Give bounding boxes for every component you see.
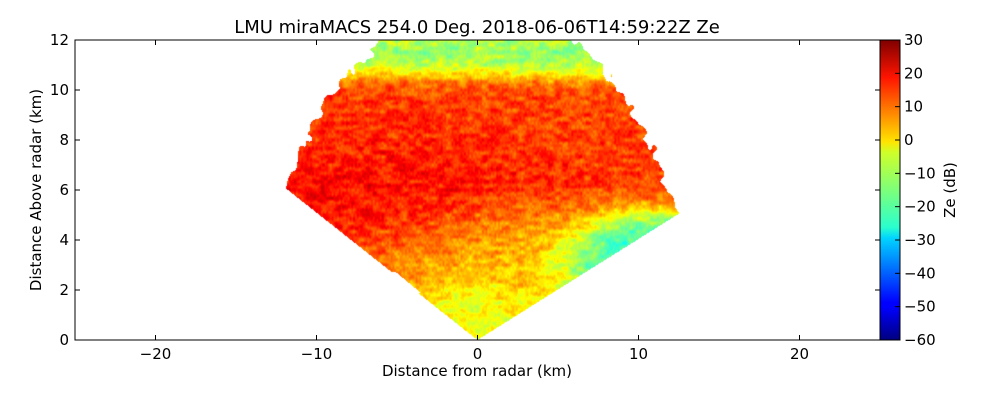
colorbar-tick-label: −60	[904, 331, 936, 349]
x-axis-label: Distance from radar (km)	[382, 362, 572, 380]
y-tick-label: 8	[59, 131, 69, 149]
x-tick-label: 0	[473, 345, 483, 363]
y-tick-label: 4	[59, 231, 69, 249]
y-axis-label: Distance Above radar (km)	[27, 89, 45, 291]
x-tick-label: 10	[629, 345, 648, 363]
colorbar-gradient	[879, 39, 901, 341]
x-tick-label: −20	[140, 345, 172, 363]
reflectivity-field	[75, 40, 880, 340]
x-tick-label: −10	[301, 345, 333, 363]
colorbar-tick-label: 30	[904, 31, 923, 49]
x-tick-label: 20	[790, 345, 809, 363]
colorbar-tick-label: −10	[904, 164, 936, 182]
y-tick-label: 0	[59, 331, 69, 349]
colorbar-tick-label: −40	[904, 264, 936, 282]
y-tick-label: 10	[50, 81, 69, 99]
y-tick-label: 6	[59, 181, 69, 199]
colorbar: −60 −50 −40 −30 −20 −10 0 10 20 30 Ze (dB)	[879, 31, 959, 349]
y-axis: 0 2 4 6 8 10 12	[50, 31, 880, 349]
colorbar-tick-label: −50	[904, 298, 936, 316]
plot-area	[75, 40, 880, 340]
y-tick-label: 2	[59, 281, 69, 299]
colorbar-tick-label: 0	[904, 131, 914, 149]
colorbar-tick-label: −20	[904, 198, 936, 216]
y-tick-label: 12	[50, 31, 69, 49]
colorbar-tick-label: −30	[904, 231, 936, 249]
colorbar-tick-label: 10	[904, 98, 923, 116]
x-axis: −20 −10 0 10 20	[140, 40, 809, 363]
chart-title: LMU miraMACS 254.0 Deg. 2018-06-06T14:59…	[234, 17, 720, 38]
colorbar-label: Ze (dB)	[941, 162, 959, 218]
colorbar-tick-label: 20	[904, 64, 923, 82]
